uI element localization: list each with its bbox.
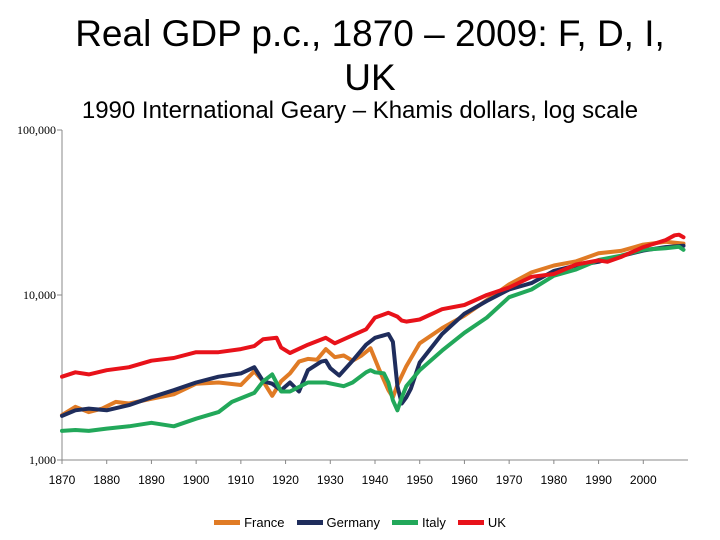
- legend-item-germany: Germany: [296, 512, 381, 532]
- legend-swatch-germany: [296, 519, 323, 525]
- y-tick-label: 100,000: [17, 123, 56, 137]
- x-tick-label: 2000: [630, 473, 657, 487]
- y-tick-label: 10,000: [23, 288, 56, 302]
- x-tick-label: 1970: [496, 473, 523, 487]
- series-line-germany: [60, 243, 686, 418]
- y-tick-label: 1,000: [29, 453, 56, 467]
- x-tick-label: 1870: [49, 473, 76, 487]
- legend-swatch-italy: [392, 519, 419, 525]
- series-line-italy: [60, 244, 686, 433]
- legend-label-france: France: [244, 514, 285, 530]
- legend-swatch-france: [214, 519, 241, 525]
- legend-item-france: France: [214, 512, 285, 532]
- chart-legend: France Germany Italy UK: [0, 512, 720, 532]
- legend-label-uk: UK: [487, 514, 506, 530]
- x-tick-label: 1910: [228, 473, 255, 487]
- series-line-france: [60, 239, 686, 418]
- x-tick-label: 1990: [585, 473, 612, 487]
- x-tick-label: 1920: [272, 473, 299, 487]
- x-tick-label: 1950: [406, 473, 433, 487]
- legend-swatch-uk: [457, 519, 484, 525]
- chart-series-lines: [60, 232, 686, 433]
- legend-label-germany: Germany: [326, 514, 381, 530]
- chart-axes: 1,000 10,000 100,000 1870 1880 1890 1900 1910 19…: [17, 123, 688, 487]
- legend-label-italy: Italy: [422, 514, 446, 530]
- x-tick-label: 1980: [541, 473, 568, 487]
- chart-subtitle: 1990 International Geary – Khamis dollar…: [81, 97, 639, 124]
- x-tick-label: 1940: [362, 473, 389, 487]
- x-tick-label: 1900: [183, 473, 210, 487]
- x-tick-label: 1890: [138, 473, 165, 487]
- x-tick-label: 1880: [93, 473, 120, 487]
- legend-item-uk: UK: [457, 512, 506, 532]
- chart-title: Real GDP p.c., 1870 – 2009: F, D, I, UK: [75, 13, 665, 98]
- legend-item-italy: Italy: [392, 512, 446, 532]
- x-tick-label: 1930: [317, 473, 344, 487]
- series-line-uk: [60, 232, 686, 379]
- x-tick-label: 1960: [451, 473, 478, 487]
